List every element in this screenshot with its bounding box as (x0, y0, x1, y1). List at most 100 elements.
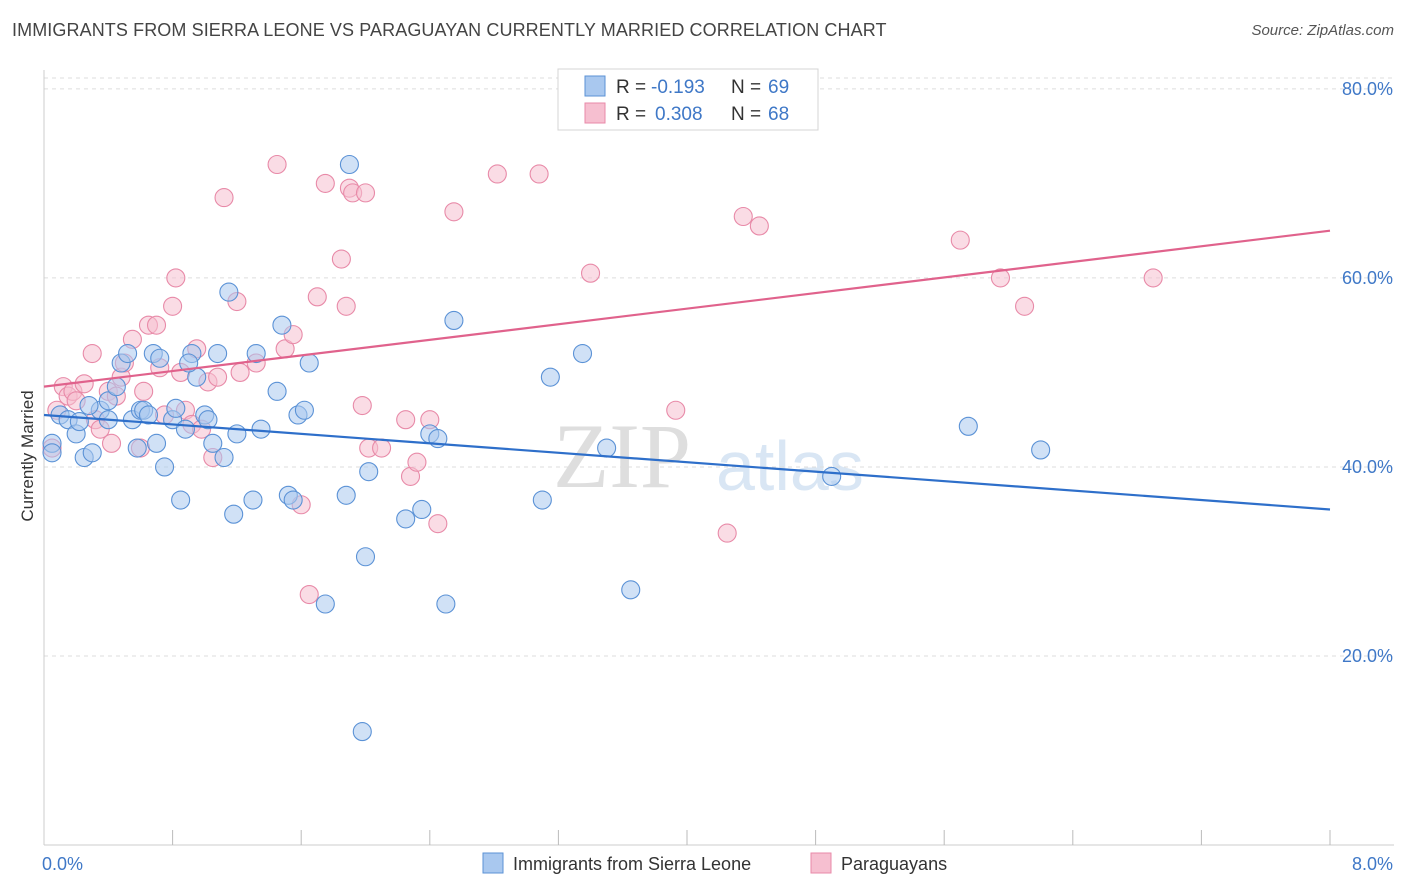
legend-n-value-blue: 69 (768, 77, 789, 98)
data-point-paraguayans (355, 183, 376, 203)
data-point-sierra-leone (42, 443, 62, 463)
legend-n-value-pink: 68 (768, 104, 789, 125)
data-point-sierra-leone (175, 419, 196, 439)
data-point-sierra-leone (224, 504, 244, 524)
data-point-paraguayans (230, 362, 250, 382)
data-point-sierra-leone (246, 343, 266, 364)
data-point-sierra-leone (219, 282, 239, 302)
data-point-paraguayans (717, 523, 737, 543)
data-point-sierra-leone (532, 490, 552, 510)
legend-r-label-blue: R = (616, 77, 646, 98)
y-tick-label: 80.0% (1342, 79, 1393, 99)
data-point-paraguayans (214, 188, 234, 208)
legend-r-value-pink: 0.308 (655, 104, 703, 125)
data-point-sierra-leone (597, 438, 617, 458)
data-point-paraguayans (267, 154, 287, 175)
data-point-paraguayans (146, 315, 167, 335)
data-point-paraguayans (990, 268, 1011, 288)
sierra-leone-points (42, 154, 1051, 742)
data-point-sierra-leone (572, 343, 593, 364)
data-point-sierra-leone (359, 462, 379, 482)
data-point-sierra-leone (166, 398, 186, 418)
legend-r-label-pink: R = (616, 104, 646, 125)
data-point-sierra-leone (82, 443, 102, 463)
data-point-paraguayans (580, 263, 601, 283)
data-point-paraguayans (666, 400, 686, 420)
data-point-sierra-leone (267, 381, 287, 401)
data-point-paraguayans (444, 202, 464, 222)
data-point-sierra-leone (127, 438, 147, 458)
data-point-sierra-leone (98, 391, 118, 411)
data-point-paraguayans (74, 374, 94, 394)
data-point-paraguayans (487, 164, 507, 184)
data-point-sierra-leone (106, 377, 126, 397)
y-tick-labels: 20.0% 40.0% 60.0% 80.0% (1342, 79, 1393, 666)
data-point-paraguayans (82, 343, 102, 364)
data-point-sierra-leone (355, 547, 376, 567)
data-point-paraguayans (733, 206, 753, 227)
data-point-paraguayans (1143, 268, 1163, 288)
data-point-sierra-leone (118, 343, 138, 364)
legend-n-label-pink: N = (731, 104, 761, 125)
data-point-sierra-leone (146, 433, 167, 453)
data-point-sierra-leone (621, 580, 641, 600)
x-ticks (172, 830, 1331, 845)
data-point-paraguayans (396, 410, 416, 430)
data-point-paraguayans (208, 367, 228, 387)
correlation-legend: R = -0.193 N = 69 R = 0.308 N = 68 (557, 68, 819, 131)
data-point-paraguayans (101, 433, 122, 453)
legend-swatch-blue (584, 75, 606, 97)
bottom-legend-swatch-blue (482, 852, 504, 874)
data-point-paraguayans (950, 230, 970, 250)
data-point-paraguayans (428, 514, 448, 534)
data-point-sierra-leone (150, 348, 170, 368)
data-point-sierra-leone (294, 400, 314, 420)
x-tick-label-min: 0.0% (42, 854, 83, 874)
y-tick-label: 40.0% (1342, 457, 1393, 477)
data-point-sierra-leone (1031, 440, 1051, 460)
data-point-paraguayans (331, 249, 351, 269)
trend-line-paraguayans (43, 229, 1331, 388)
legend-swatch-pink (584, 102, 606, 124)
data-point-sierra-leone (315, 594, 335, 614)
legend-r-value-blue: -0.193 (651, 77, 705, 98)
y-axis-label: Currently Married (18, 390, 37, 521)
data-point-paraguayans (749, 216, 769, 236)
chart-title: IMMIGRANTS FROM SIERRA LEONE VS PARAGUAY… (12, 20, 887, 40)
data-point-sierra-leone (251, 419, 271, 439)
data-point-paraguayans (1015, 296, 1035, 316)
legend-n-label-blue: N = (731, 77, 761, 98)
x-tick-label-max: 8.0% (1352, 854, 1393, 874)
data-point-sierra-leone (958, 416, 978, 436)
trend-lines (43, 229, 1331, 511)
data-point-sierra-leone (396, 509, 416, 529)
trend-line-sierra-leone (43, 413, 1331, 511)
bottom-legend-label-pink: Paraguayans (841, 854, 947, 874)
bottom-legend-swatch-pink (810, 852, 832, 874)
data-point-sierra-leone (214, 447, 234, 468)
data-point-sierra-leone (336, 485, 356, 505)
data-point-sierra-leone (299, 353, 319, 373)
y-tick-label: 20.0% (1342, 646, 1393, 666)
data-point-paraguayans (299, 584, 319, 605)
series-legend: Immigrants from Sierra Leone Paraguayans (482, 852, 947, 874)
y-tick-label: 60.0% (1342, 268, 1393, 288)
data-point-paraguayans (134, 381, 154, 401)
data-point-sierra-leone (412, 499, 432, 520)
data-point-sierra-leone (272, 315, 292, 335)
data-point-sierra-leone (822, 466, 842, 486)
data-point-sierra-leone (352, 722, 372, 742)
data-point-sierra-leone (198, 410, 218, 430)
bottom-legend-label-blue: Immigrants from Sierra Leone (513, 854, 751, 874)
data-point-paraguayans (372, 438, 392, 458)
data-point-sierra-leone (69, 412, 89, 432)
data-point-sierra-leone (79, 395, 99, 416)
data-point-paraguayans (163, 296, 183, 316)
data-point-paraguayans (529, 164, 549, 184)
source-credit: Source: ZipAtlas.com (1251, 22, 1394, 39)
data-point-sierra-leone (138, 405, 159, 425)
data-point-sierra-leone (155, 457, 175, 477)
data-point-paraguayans (336, 296, 356, 316)
data-point-sierra-leone (208, 343, 228, 364)
